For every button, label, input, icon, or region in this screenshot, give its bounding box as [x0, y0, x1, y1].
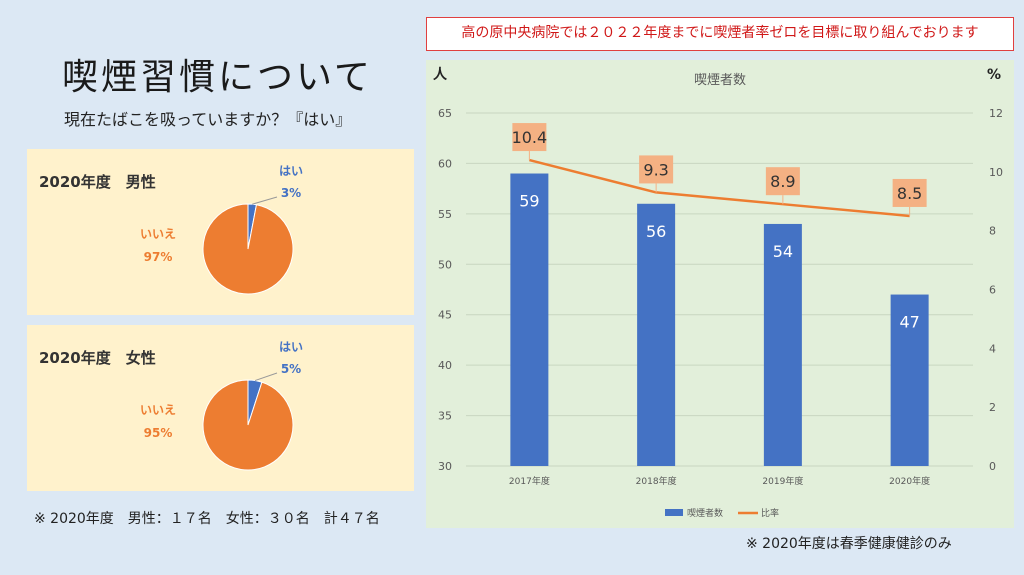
pie-leader-line [252, 196, 278, 205]
y-tick-left: 30 [438, 460, 452, 473]
pie-chart-male: はい 3% いいえ 97% [140, 164, 303, 295]
y-tick-left: 55 [438, 208, 452, 221]
bar [890, 294, 929, 466]
y-axis-right-unit: % [987, 67, 1001, 83]
line-value-box [765, 167, 800, 196]
ratio-line [529, 158, 910, 218]
smokers-combo-chart: 喫煙者数 人 % 30 35 40 45 50 55 60 65 0 2 4 6 8 10 12 59 2017年度 5… [433, 66, 1003, 519]
pie-panel-male: 2020年度 男性 はい 3% いいえ 97% [27, 149, 414, 315]
y-tick-right: 0 [989, 460, 996, 473]
bar-value-label: 56 [646, 222, 666, 241]
pie-no-label: いいえ [140, 227, 176, 241]
line-value-label: 9.3 [643, 160, 668, 179]
pie-yes-pct: 3% [281, 186, 301, 200]
x-tick-label: 2018年度 [636, 475, 677, 487]
pie-yes-pct: 5% [281, 362, 301, 376]
line-value-box [892, 178, 927, 207]
y-tick-left: 65 [438, 107, 452, 120]
y-tick-right: 6 [989, 284, 996, 297]
pie-panel-female: 2020年度 女性 はい 5% いいえ 95% [27, 325, 414, 491]
pie-title: 2020年度 男性 [39, 173, 156, 191]
line-value-box [639, 155, 674, 184]
legend-swatch-bars [665, 509, 683, 516]
y-tick-right: 2 [989, 401, 996, 414]
y-tick-left: 45 [438, 309, 452, 322]
y-tick-right: 4 [989, 342, 996, 355]
y-axis-left-unit: 人 [433, 66, 448, 83]
pie-no-label: いいえ [140, 403, 176, 417]
chart-title: 喫煙者数 [694, 73, 746, 88]
page-subtitle: 現在たばこを吸っていますか？『はい』 [64, 110, 352, 129]
y-tick-right: 10 [989, 166, 1003, 179]
pie-no-pct: 97% [144, 250, 173, 264]
bar-value-label: 47 [899, 313, 919, 332]
y-tick-left: 35 [438, 410, 452, 423]
line-value-label: 8.9 [770, 172, 795, 191]
pie-slice-no [202, 379, 294, 471]
x-tick-label: 2017年度 [509, 475, 550, 487]
footnote-season: ※ 2020年度は春季健康健診のみ [746, 536, 952, 552]
pie-yes-label: はい [279, 340, 303, 354]
y-tick-right: 12 [989, 107, 1003, 120]
bar [637, 203, 676, 466]
legend-label-bars: 喫煙者数 [687, 507, 723, 519]
y-tick-right: 8 [989, 225, 996, 238]
x-tick-label: 2019年度 [762, 475, 803, 487]
pie-leader-line [254, 372, 278, 382]
bar-value-label: 54 [773, 242, 793, 261]
pie-title: 2020年度 女性 [39, 349, 156, 367]
y-tick-left: 50 [438, 258, 452, 271]
goal-banner: 高の原中央病院では２０２２年度までに喫煙者率ゼロを目標に取り組んでおります [426, 17, 1014, 51]
pie-yes-label: はい [279, 164, 303, 178]
y-tick-left: 60 [438, 157, 452, 170]
y-tick-left: 40 [438, 359, 452, 372]
pie-no-pct: 95% [144, 426, 173, 440]
smokers-chart-panel: 喫煙者数 人% 30 35 40 45 50 55 60 65 0 2 4 6 8 10 12 59 2017年度 5… [426, 60, 1014, 528]
legend-label-line: 比率 [761, 507, 779, 519]
footnote-counts: ※ 2020年度 男性：１７名 女性：３０名 計４７名 [34, 511, 380, 527]
bar [763, 223, 802, 466]
line-value-label: 8.5 [897, 184, 922, 203]
pie-chart-female: はい 5% いいえ 95% [140, 340, 303, 471]
page-title: 喫煙習慣について [62, 57, 373, 98]
line-value-label: 10.4 [512, 128, 548, 147]
pie-slice-no [202, 203, 294, 295]
bar-value-label: 59 [519, 192, 539, 211]
x-tick-label: 2020年度 [889, 475, 930, 487]
bar [510, 173, 549, 466]
line-value-box [512, 123, 547, 152]
